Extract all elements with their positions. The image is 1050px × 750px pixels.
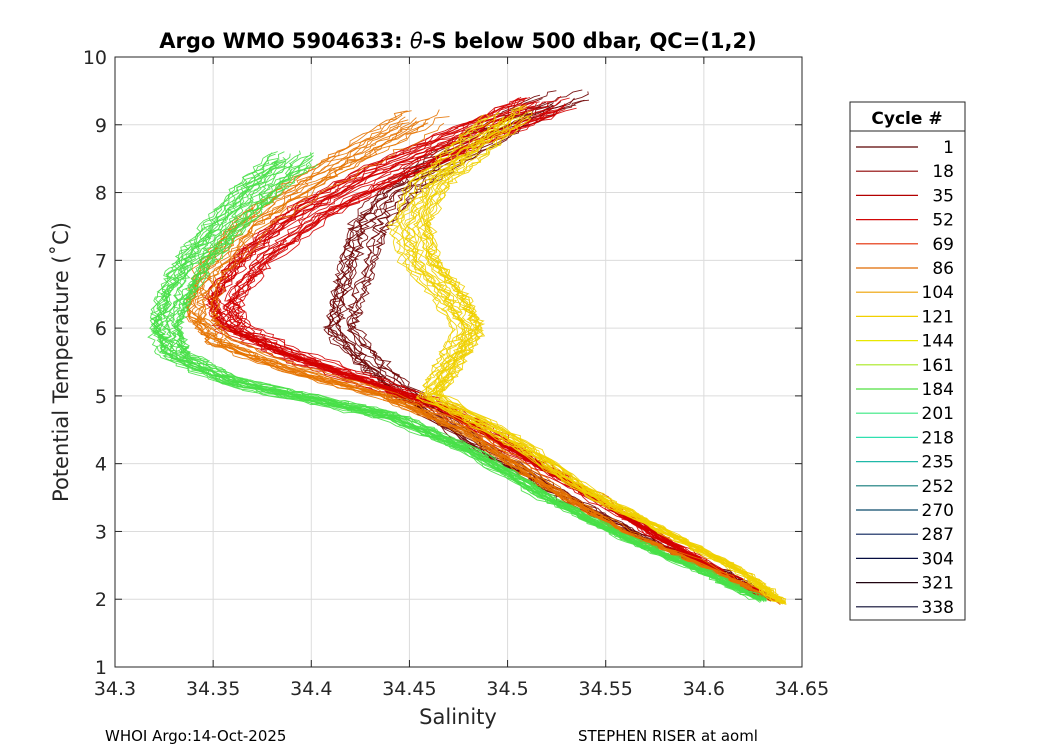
profile-line (333, 90, 772, 598)
legend-label: 304 (922, 549, 954, 569)
legend-label: 235 (922, 453, 954, 473)
profile-line (426, 116, 786, 604)
legend-label: 121 (922, 307, 954, 327)
y-tick-label: 4 (95, 454, 107, 476)
legend: Cycle # 1 18 35 52 69 86 104 121 144 161 184 201 218… (849, 101, 966, 621)
legend-label: 104 (922, 283, 954, 303)
legend-label: 218 (922, 428, 954, 448)
profile-line (417, 105, 785, 603)
y-tick-label: 6 (95, 318, 107, 340)
legend-label: 161 (922, 356, 954, 376)
profiles (147, 89, 787, 605)
profile-line (396, 112, 782, 603)
y-tick-label: 10 (83, 47, 107, 69)
plot-area: 34.3 34.35 34.4 34.45 34.5 34.55 34.6 34.65 1 2 3 4… (83, 47, 829, 700)
legend-label: 287 (922, 525, 954, 545)
profile-line (210, 109, 785, 603)
profile-line (404, 117, 783, 604)
axes-box (114, 56, 803, 668)
legend-label: 1 (943, 138, 954, 158)
x-tick-label: 34.3 (94, 678, 136, 700)
profile-line (420, 107, 785, 604)
y-tick-label: 7 (95, 250, 107, 272)
y-tick-label: 3 (95, 521, 107, 543)
legend-label: 270 (922, 501, 954, 521)
legend-label: 69 (932, 235, 954, 255)
x-tick-label: 34.4 (290, 678, 332, 700)
profile-line (421, 105, 786, 603)
legend-label: 338 (922, 598, 954, 618)
legend-title: Cycle # (871, 109, 942, 129)
legend-label: 18 (932, 162, 954, 182)
y-tick-label: 5 (95, 386, 107, 408)
profile-line (157, 156, 762, 600)
chart-title: Argo WMO 5904633: θ-S below 500 dbar, QC… (159, 29, 756, 53)
legend-label: 86 (932, 259, 954, 279)
axis-ticks: 34.3 34.35 34.4 34.45 34.5 34.55 34.6 34.65 1 2 3 4… (83, 47, 829, 700)
y-tick-label: 9 (95, 115, 107, 137)
legend-label: 321 (922, 574, 954, 594)
x-axis-label: Salinity (419, 705, 497, 729)
x-tick-label: 34.6 (683, 678, 725, 700)
profile-line (191, 110, 781, 605)
footer-right-text: STEPHEN RISER at aoml (578, 727, 758, 745)
x-tick-label: 34.45 (382, 678, 436, 700)
profile-line (163, 154, 765, 602)
x-tick-label: 34.5 (486, 678, 528, 700)
legend-label: 35 (932, 186, 954, 206)
profile-line (196, 120, 782, 603)
legend-label: 252 (922, 477, 954, 497)
profile-line (166, 164, 764, 601)
profile-line (392, 114, 780, 602)
footer-left-text: WHOI Argo:14-Oct-2025 (105, 727, 286, 745)
legend-label: 52 (932, 211, 954, 231)
y-tick-label: 2 (95, 589, 107, 611)
y-tick-label: 8 (95, 183, 107, 205)
x-tick-label: 34.65 (775, 678, 829, 700)
profile-line (425, 117, 787, 605)
y-axis-label: Potential Temperature (˚C) (49, 222, 73, 502)
x-tick-label: 34.55 (579, 678, 633, 700)
legend-entries: 1 18 35 52 69 86 104 121 144 161 184 201 218 235 252 27… (856, 138, 954, 618)
x-tick-label: 34.35 (186, 678, 240, 700)
legend-label: 144 (922, 332, 954, 352)
y-tick-label: 1 (95, 657, 107, 679)
legend-label: 201 (922, 404, 954, 424)
legend-label: 184 (922, 380, 954, 400)
